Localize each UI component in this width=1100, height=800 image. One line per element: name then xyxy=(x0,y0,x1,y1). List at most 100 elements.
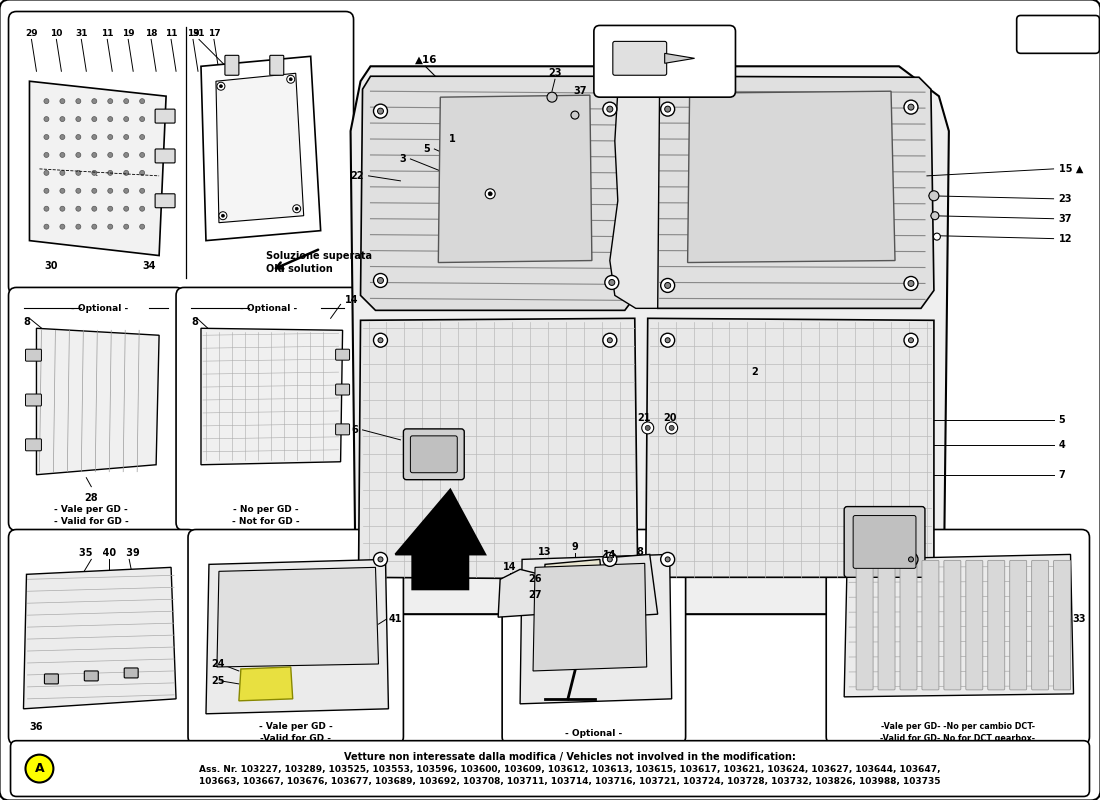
Circle shape xyxy=(217,82,224,90)
Circle shape xyxy=(909,557,913,562)
Text: 8: 8 xyxy=(23,318,31,327)
Circle shape xyxy=(44,170,48,175)
Circle shape xyxy=(661,102,674,116)
Circle shape xyxy=(547,92,557,102)
FancyBboxPatch shape xyxy=(176,287,360,530)
Polygon shape xyxy=(361,76,640,310)
Polygon shape xyxy=(36,328,160,474)
Circle shape xyxy=(108,117,112,122)
Circle shape xyxy=(59,134,65,139)
Text: 37: 37 xyxy=(573,86,586,96)
Polygon shape xyxy=(217,567,378,667)
Text: 26: 26 xyxy=(528,574,541,584)
Circle shape xyxy=(661,553,674,566)
Circle shape xyxy=(908,281,914,286)
Text: 13: 13 xyxy=(538,547,552,558)
Circle shape xyxy=(91,206,97,211)
Text: - Optional -: - Optional - xyxy=(70,304,128,313)
Circle shape xyxy=(374,274,387,287)
FancyBboxPatch shape xyxy=(25,349,42,361)
Text: 32: 32 xyxy=(662,29,676,38)
Circle shape xyxy=(91,117,97,122)
FancyBboxPatch shape xyxy=(336,384,350,395)
Polygon shape xyxy=(351,66,949,614)
Circle shape xyxy=(91,224,97,229)
Circle shape xyxy=(91,188,97,194)
Text: 12: 12 xyxy=(1058,234,1072,244)
Circle shape xyxy=(44,153,48,158)
Polygon shape xyxy=(520,554,672,704)
Circle shape xyxy=(377,278,384,283)
Polygon shape xyxy=(201,56,320,241)
Polygon shape xyxy=(239,667,293,701)
Text: 34: 34 xyxy=(142,261,156,270)
Polygon shape xyxy=(688,91,895,262)
FancyBboxPatch shape xyxy=(9,11,353,294)
Polygon shape xyxy=(542,559,605,617)
Text: -Vale per GD- -No per cambio DCT-: -Vale per GD- -No per cambio DCT- xyxy=(881,722,1035,731)
FancyBboxPatch shape xyxy=(594,26,736,97)
Circle shape xyxy=(287,75,295,83)
FancyBboxPatch shape xyxy=(11,741,1089,797)
Circle shape xyxy=(607,338,613,342)
Polygon shape xyxy=(664,54,694,63)
Circle shape xyxy=(934,233,940,240)
FancyBboxPatch shape xyxy=(844,506,925,578)
Text: 8: 8 xyxy=(636,547,644,558)
Circle shape xyxy=(140,206,144,211)
Circle shape xyxy=(669,426,674,430)
Circle shape xyxy=(646,426,650,430)
Circle shape xyxy=(289,78,293,81)
Circle shape xyxy=(108,224,112,229)
FancyBboxPatch shape xyxy=(224,55,239,75)
Text: - Vale per GD -: - Vale per GD - xyxy=(54,505,129,514)
Text: Vetture non interessate dalla modifica / Vehicles not involved in the modificati: Vetture non interessate dalla modifica /… xyxy=(344,752,796,762)
Text: 15 ▲: 15 ▲ xyxy=(1058,164,1082,174)
Text: -Valid for GD- No for DCT gearbox-: -Valid for GD- No for DCT gearbox- xyxy=(880,734,1035,743)
Text: 8: 8 xyxy=(191,318,198,327)
Circle shape xyxy=(59,206,65,211)
Circle shape xyxy=(140,188,144,194)
Text: 29: 29 xyxy=(25,29,37,38)
Circle shape xyxy=(374,334,387,347)
Text: 23: 23 xyxy=(548,68,562,78)
Circle shape xyxy=(108,188,112,194)
Text: 30: 30 xyxy=(45,261,58,270)
Circle shape xyxy=(603,553,617,566)
Text: Soluzione superata: Soluzione superata xyxy=(266,250,372,261)
Text: 35   40   39: 35 40 39 xyxy=(79,549,140,558)
Circle shape xyxy=(904,334,918,347)
FancyBboxPatch shape xyxy=(878,560,895,690)
Text: 31: 31 xyxy=(192,29,206,38)
Circle shape xyxy=(661,334,674,347)
Circle shape xyxy=(59,98,65,104)
Circle shape xyxy=(59,117,65,122)
FancyBboxPatch shape xyxy=(826,530,1089,745)
Text: - Optional -: - Optional - xyxy=(565,730,623,738)
Polygon shape xyxy=(216,74,304,222)
Polygon shape xyxy=(395,490,485,590)
Text: 28: 28 xyxy=(85,493,98,502)
FancyBboxPatch shape xyxy=(966,560,982,690)
Text: 25: 25 xyxy=(211,676,224,686)
Text: 27: 27 xyxy=(528,590,541,600)
Text: 19: 19 xyxy=(122,29,134,38)
Circle shape xyxy=(909,338,913,342)
Text: 23: 23 xyxy=(1058,194,1072,204)
Circle shape xyxy=(603,102,617,116)
Circle shape xyxy=(140,117,144,122)
Circle shape xyxy=(295,207,298,210)
Circle shape xyxy=(488,192,492,196)
FancyBboxPatch shape xyxy=(155,149,175,163)
Circle shape xyxy=(25,754,54,782)
FancyBboxPatch shape xyxy=(124,668,139,678)
Circle shape xyxy=(666,557,670,562)
FancyBboxPatch shape xyxy=(922,560,939,690)
Circle shape xyxy=(123,98,129,104)
Circle shape xyxy=(123,117,129,122)
FancyBboxPatch shape xyxy=(856,560,873,690)
Polygon shape xyxy=(609,76,660,308)
Circle shape xyxy=(377,108,384,114)
FancyBboxPatch shape xyxy=(1010,560,1026,690)
Text: - Not for GD -: - Not for GD - xyxy=(232,517,299,526)
